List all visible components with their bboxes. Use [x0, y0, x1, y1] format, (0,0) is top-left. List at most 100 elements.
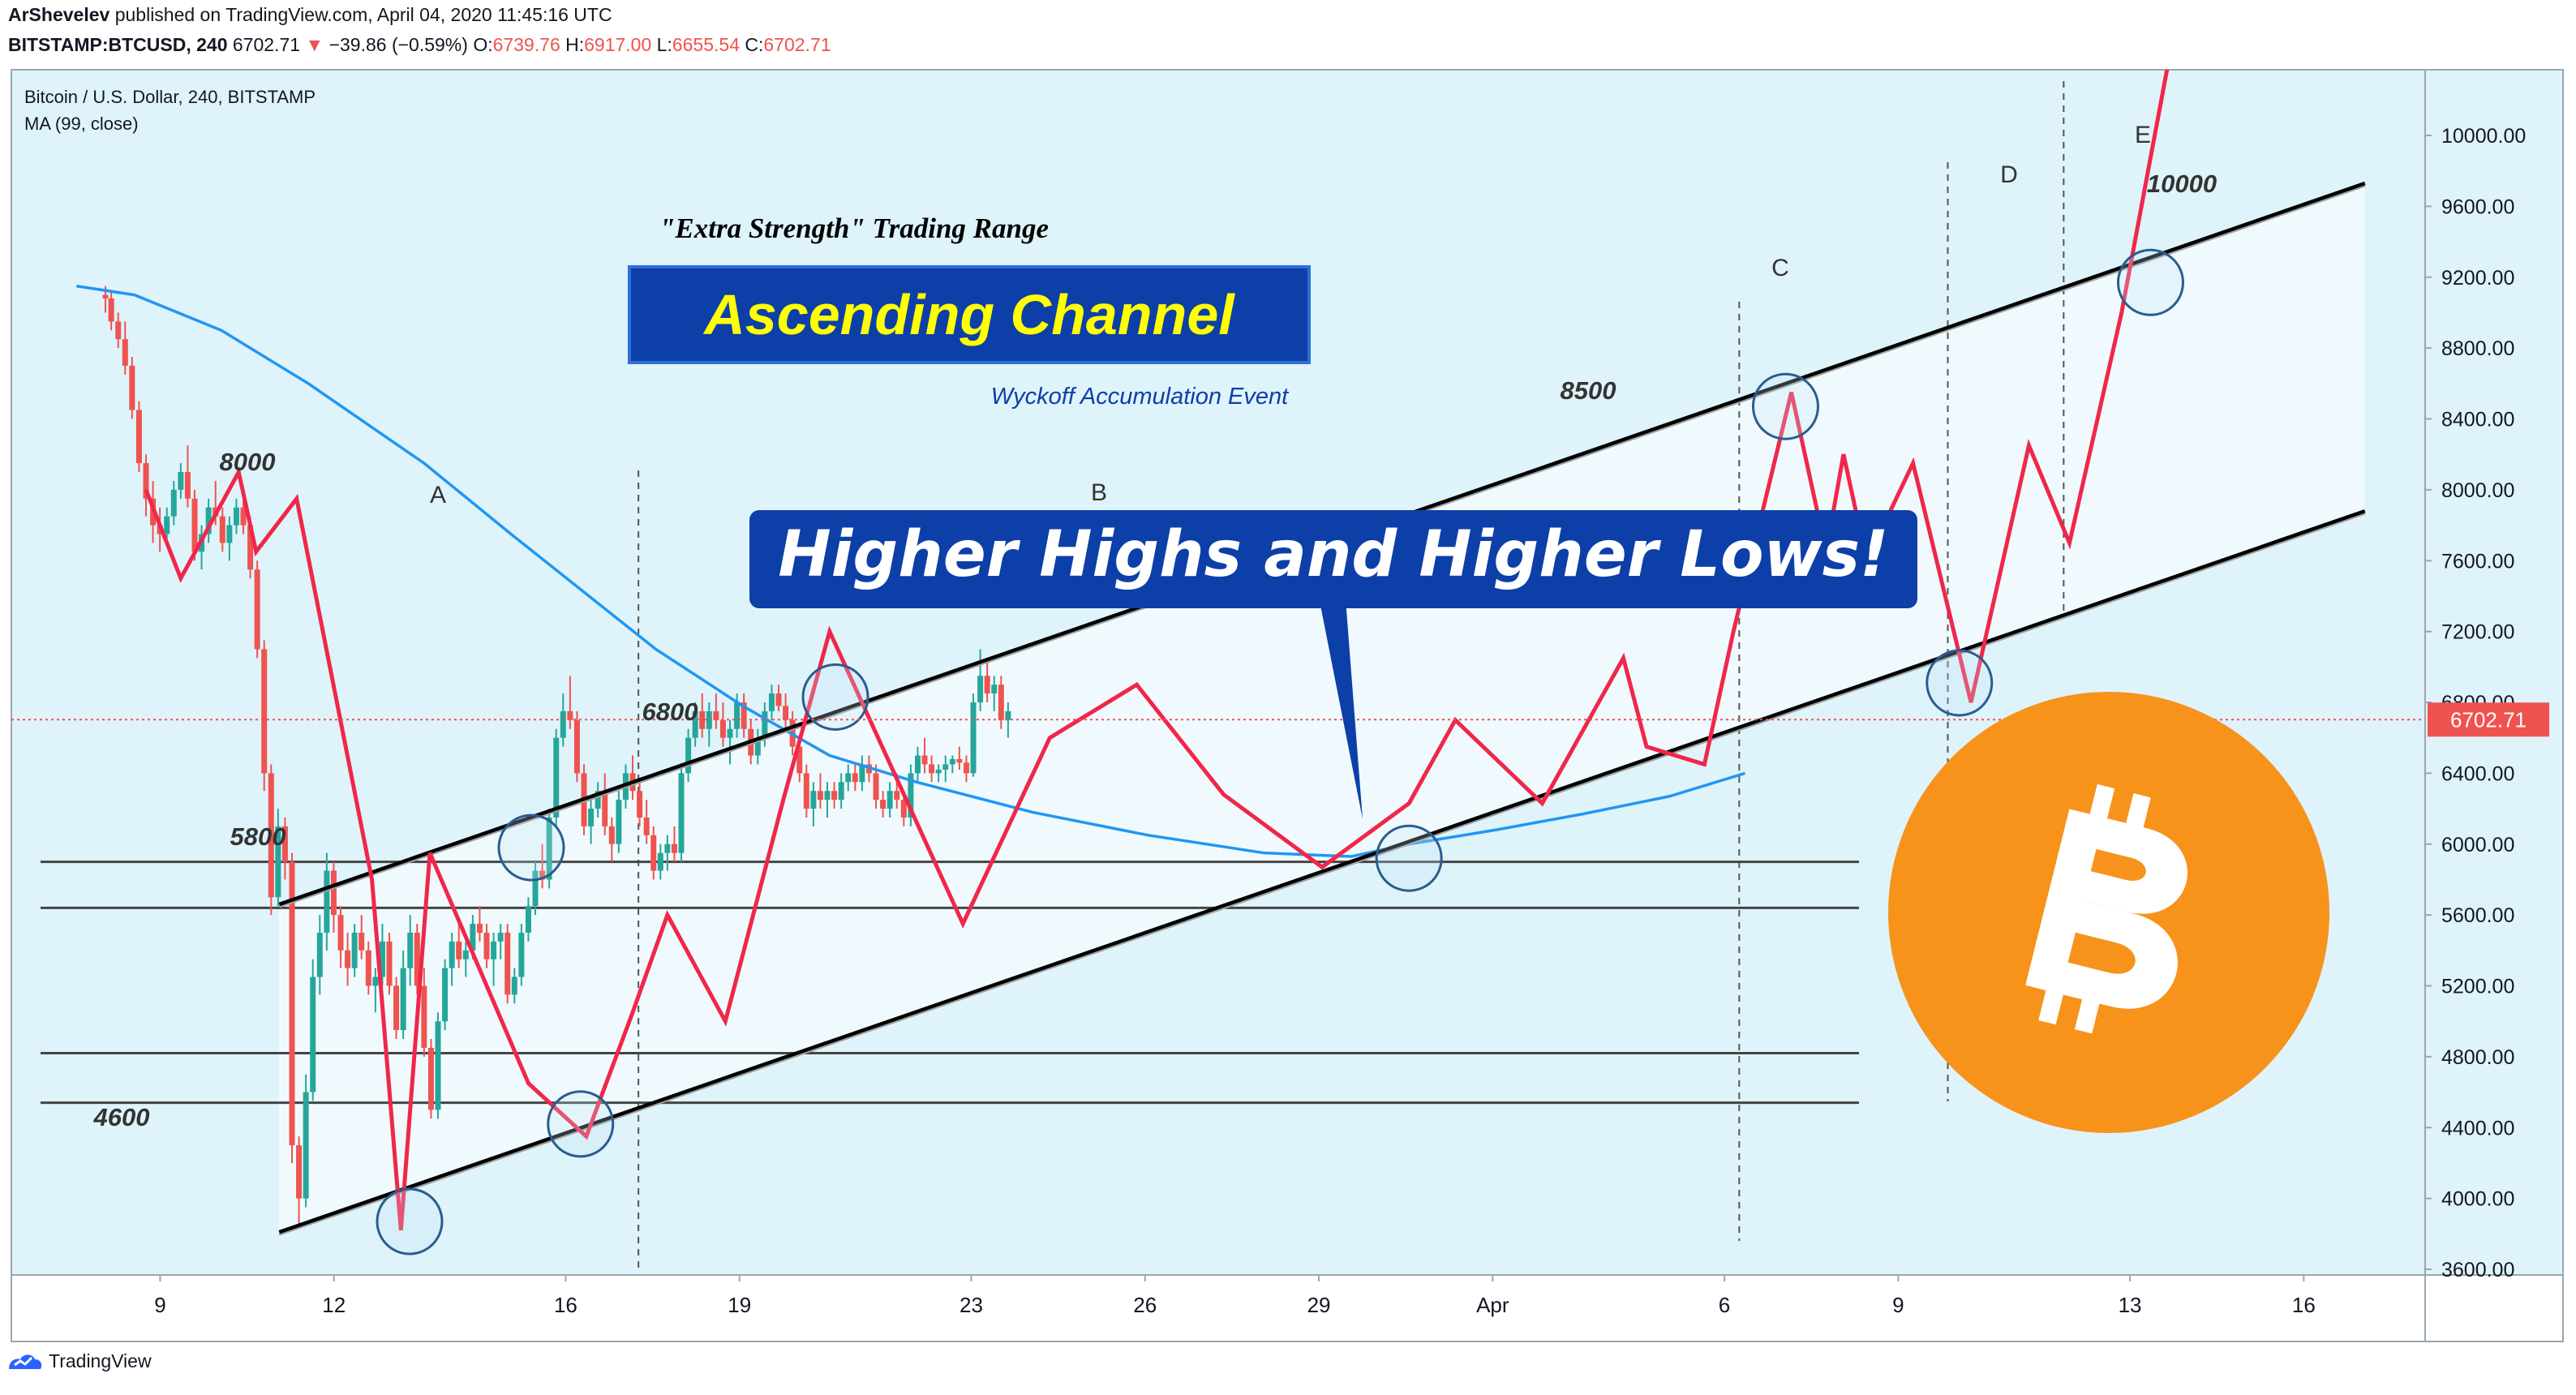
candle-body-92 — [741, 702, 747, 729]
touch-circle-0 — [376, 1187, 444, 1256]
price-tick-label-16: 3600.00 — [2441, 1259, 2514, 1281]
candle-body-91 — [734, 702, 741, 729]
candle-body-2 — [115, 321, 122, 340]
callout-box: Higher Highs and Higher Lows! — [749, 510, 1917, 819]
candle-body-102 — [810, 791, 817, 809]
candle-body-97 — [775, 693, 782, 706]
candle-body-82 — [671, 843, 677, 853]
channel-band — [279, 182, 2365, 1233]
candle-body-86 — [699, 710, 706, 729]
candle-body-109 — [859, 764, 865, 783]
candle-body-22 — [254, 569, 260, 650]
time-tick-label-0: 9 — [154, 1293, 165, 1317]
open-value: 6739.76 — [492, 34, 560, 55]
symbol-label[interactable]: BITSTAMP:BTCUSD, 240 — [8, 34, 228, 55]
chart-frame — [11, 69, 2564, 1342]
close-value: 6702.71 — [763, 34, 831, 55]
candle-body-83 — [678, 773, 685, 853]
level-label-5800: 5800 — [230, 822, 286, 851]
candle-body-44 — [407, 932, 414, 968]
candle-body-114 — [894, 791, 900, 801]
candle-body-9 — [164, 516, 170, 534]
candle-body-20 — [240, 507, 247, 526]
price-tick-label-0: 10000.00 — [2441, 125, 2526, 148]
publisher-line: ArShevelev published on TradingView.com,… — [8, 4, 612, 26]
candle-body-107 — [845, 773, 852, 783]
candle-body-26 — [281, 826, 288, 862]
candle-body-48 — [435, 1021, 441, 1110]
price-scale-background — [2425, 70, 2563, 1275]
channel-fill — [279, 182, 2365, 1233]
candle-body-6 — [143, 463, 149, 499]
candle-body-30 — [310, 976, 316, 1092]
ma99-line — [76, 284, 1745, 858]
candle-body-124 — [963, 762, 969, 774]
candle-body-111 — [873, 773, 879, 801]
horizontal-levels[interactable] — [41, 861, 1859, 1105]
author-name[interactable]: ArShevelev — [8, 4, 110, 25]
time-tick-label-4: 23 — [960, 1293, 983, 1317]
candle-body-42 — [393, 985, 400, 1031]
touch-circle-3 — [801, 663, 869, 731]
time-tick-label-5: 26 — [1133, 1293, 1157, 1317]
channel-band-edge — [279, 904, 283, 1233]
price-tick-label-15: 4000.00 — [2441, 1188, 2514, 1211]
candle-body-39 — [372, 976, 379, 986]
candle-body-96 — [768, 693, 775, 711]
price-tick-label-10: 6000.00 — [2441, 834, 2514, 856]
candle-body-100 — [796, 746, 803, 774]
candle-body-59 — [511, 976, 517, 995]
chart-header: ArShevelev published on TradingView.com,… — [0, 0, 2576, 65]
candle-body-46 — [421, 985, 427, 1048]
high-value: 6917.00 — [584, 34, 652, 55]
bitcoin-logo-icon — [1888, 692, 2329, 1133]
change-arrow-icon: ▼ — [305, 34, 324, 55]
candle-body-21 — [247, 525, 254, 570]
candle-body-28 — [296, 1145, 303, 1199]
candle-body-51 — [456, 941, 462, 959]
candle-body-36 — [351, 932, 358, 968]
candle-body-57 — [497, 932, 504, 942]
legend-indicator[interactable]: MA (99, close) — [24, 114, 139, 134]
candle-body-1 — [108, 298, 114, 322]
candle-body-13 — [191, 498, 198, 552]
candle-body-115 — [900, 800, 907, 818]
candle-body-77 — [637, 791, 643, 818]
price-tick-label-1: 9600.00 — [2441, 195, 2514, 218]
price-tag-text: 6702.71 — [2450, 707, 2527, 732]
candle-body-108 — [852, 773, 858, 783]
candle-body-43 — [400, 968, 406, 1031]
phase-label-c: C — [1771, 255, 1789, 281]
candle-body-88 — [713, 710, 719, 720]
price-tick-label-7: 7200.00 — [2441, 621, 2514, 644]
candle-body-40 — [379, 941, 385, 977]
low-value: 6655.54 — [672, 34, 740, 55]
candle-body-65 — [553, 737, 560, 818]
price-change: −39.86 (−0.59%) — [328, 34, 468, 55]
candle-body-23 — [261, 649, 268, 774]
footer-brand[interactable]: TradingView — [6, 1345, 152, 1377]
high-label: H: — [565, 34, 585, 55]
touch-circle-4 — [1375, 824, 1443, 892]
candle-body-32 — [324, 870, 330, 933]
candle-body-87 — [706, 710, 712, 729]
time-tick-label-3: 19 — [728, 1293, 751, 1317]
candle-body-90 — [727, 728, 733, 738]
candle-body-41 — [386, 941, 393, 986]
candle-body-74 — [616, 800, 622, 844]
legend-title[interactable]: Bitcoin / U.S. Dollar, 240, BITSTAMP — [24, 87, 316, 107]
candle-body-101 — [803, 773, 809, 809]
candle-body-52 — [462, 950, 469, 959]
ohlc-line: BITSTAMP:BTCUSD, 240 6702.71 ▼ −39.86 (−… — [8, 34, 831, 56]
candle-body-127 — [984, 676, 990, 694]
candle-body-18 — [226, 525, 233, 543]
price-tag-box — [2428, 702, 2549, 737]
price-tick-label-11: 5600.00 — [2441, 904, 2514, 927]
time-tick-label-9: 9 — [1892, 1293, 1904, 1317]
footer-brand-text: TradingView — [49, 1350, 152, 1371]
candle-body-63 — [539, 870, 546, 880]
candle-body-61 — [525, 906, 531, 933]
candle-body-35 — [345, 950, 351, 968]
candle-body-112 — [880, 800, 887, 809]
